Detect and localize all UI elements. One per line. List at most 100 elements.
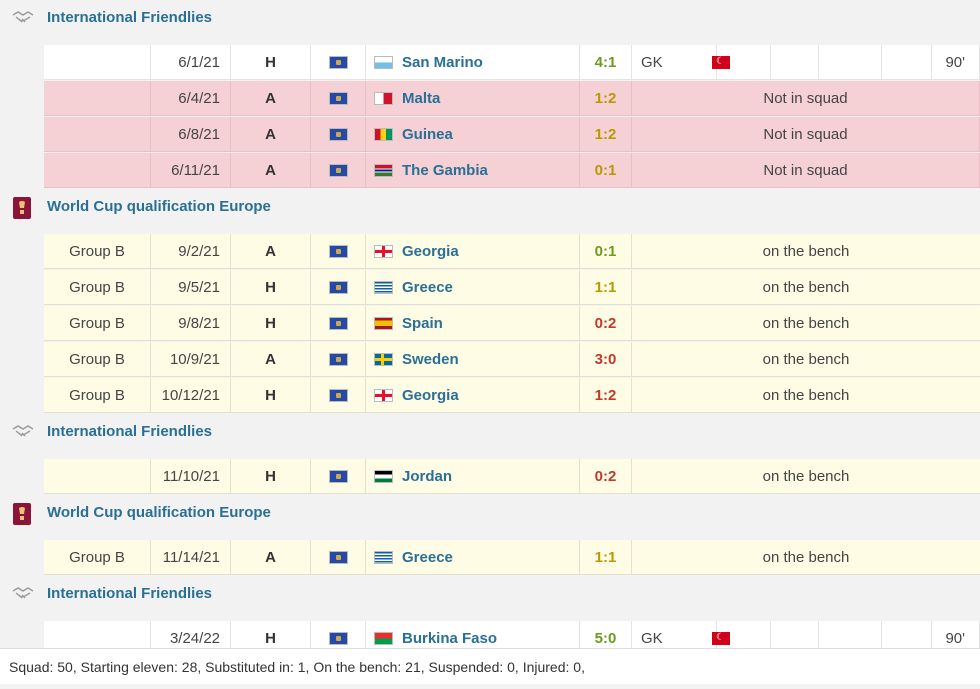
round-cell: Group B	[44, 270, 151, 305]
opponent-link[interactable]: Guinea	[366, 117, 580, 152]
team-flag-cell	[311, 117, 366, 152]
red-card-icon	[712, 620, 730, 655]
handshake-icon	[12, 8, 34, 28]
team-flag-cell	[311, 45, 366, 80]
team-flag-cell	[311, 234, 366, 269]
round-cell: Group B	[44, 540, 151, 575]
round-cell: Group B	[44, 306, 151, 341]
opponent-link[interactable]: San Marino	[366, 45, 580, 80]
opponent-link[interactable]: Jordan	[366, 459, 580, 494]
result-link[interactable]: 0:1	[580, 234, 632, 269]
status-note: Not in squad	[632, 81, 980, 116]
round-cell: Group B	[44, 234, 151, 269]
stat-cell	[882, 621, 932, 656]
round-cell: Group B	[44, 342, 151, 377]
competition-name-link[interactable]: International Friendlies	[47, 9, 213, 26]
venue-cell: H	[231, 45, 311, 80]
competition-name-link[interactable]: International Friendlies	[47, 423, 213, 440]
team-flag-cell	[311, 270, 366, 305]
status-note: Not in squad	[632, 153, 980, 188]
venue-cell: H	[231, 621, 311, 656]
kosovo-flag-icon	[329, 164, 348, 177]
competition-name-link[interactable]: International Friendlies	[47, 585, 213, 602]
opponent-link[interactable]: Burkina Faso	[366, 621, 580, 656]
stat-cell	[771, 621, 819, 656]
result-link[interactable]: 0:2	[580, 459, 632, 494]
stat-cell	[882, 45, 932, 80]
venue-cell: H	[231, 270, 311, 305]
kosovo-flag-icon	[329, 56, 348, 69]
opponent-link[interactable]: Greece	[366, 540, 580, 575]
date-cell: 6/11/21	[151, 153, 231, 188]
team-flag-cell	[311, 459, 366, 494]
kosovo-flag-icon	[329, 470, 348, 483]
competition-header: International Friendlies	[0, 576, 980, 612]
jordan-flag-icon	[374, 470, 393, 483]
stat-cell	[771, 45, 819, 80]
greece-flag-icon	[374, 551, 393, 564]
venue-cell: A	[231, 117, 311, 152]
opponent-link[interactable]: Sweden	[366, 342, 580, 377]
georgia-flag-icon	[374, 389, 393, 402]
team-flag-cell	[311, 81, 366, 116]
opponent-link[interactable]: Greece	[366, 270, 580, 305]
opponent-link[interactable]: Malta	[366, 81, 580, 116]
venue-cell: A	[231, 342, 311, 377]
status-note: on the bench	[762, 468, 850, 485]
match-row: Group B 11/14/21 A Greece 1:1 on the bench	[44, 540, 980, 575]
competition-name-link[interactable]: World Cup qualification Europe	[47, 198, 271, 215]
date-cell: 9/5/21	[151, 270, 231, 305]
kosovo-flag-icon	[329, 245, 348, 258]
competition-header: World Cup qualification Europe	[0, 189, 980, 225]
minutes-cell: 90'	[932, 45, 980, 80]
competition-name-link[interactable]: World Cup qualification Europe	[47, 504, 271, 521]
date-cell: 6/1/21	[151, 45, 231, 80]
date-cell: 10/9/21	[151, 342, 231, 377]
date-cell: 6/8/21	[151, 117, 231, 152]
date-cell: 9/8/21	[151, 306, 231, 341]
venue-cell: A	[231, 234, 311, 269]
result-link[interactable]: 1:1	[580, 540, 632, 575]
team-flag-cell	[311, 153, 366, 188]
opponent-link[interactable]: Georgia	[366, 234, 580, 269]
kosovo-flag-icon	[329, 353, 348, 366]
venue-cell: A	[231, 540, 311, 575]
result-link[interactable]: 3:0	[580, 342, 632, 377]
squad-summary: Squad: 50, Starting eleven: 28, Substitu…	[0, 648, 980, 684]
result-link[interactable]: 5:0	[580, 621, 632, 656]
guinea-flag-icon	[374, 128, 393, 141]
match-row: Group B 9/8/21 H Spain 0:2 on the bench	[44, 306, 980, 341]
opponent-link[interactable]: Georgia	[366, 378, 580, 413]
spain-flag-icon	[374, 317, 393, 330]
position-cell: GK	[632, 620, 730, 656]
kosovo-flag-icon	[329, 317, 348, 330]
match-row: 11/10/21 H Jordan 0:2 on the bench	[44, 459, 980, 494]
result-link[interactable]: 1:2	[580, 81, 632, 116]
round-cell	[44, 117, 151, 152]
result-link[interactable]: 1:2	[580, 117, 632, 152]
match-row: Group B 10/12/21 H Georgia 1:2 on the bench	[44, 378, 980, 413]
venue-cell: H	[231, 378, 311, 413]
kosovo-flag-icon	[329, 128, 348, 141]
status-note: on the bench	[762, 315, 850, 332]
stat-cell	[717, 45, 771, 80]
venue-cell: H	[231, 459, 311, 494]
stat-cell	[819, 45, 882, 80]
round-cell	[44, 459, 151, 494]
result-link[interactable]: 1:1	[580, 270, 632, 305]
handshake-icon	[12, 584, 34, 604]
result-link[interactable]: 1:2	[580, 378, 632, 413]
opponent-link[interactable]: The Gambia	[366, 153, 580, 188]
result-link[interactable]: 0:2	[580, 306, 632, 341]
kosovo-flag-icon	[329, 632, 348, 645]
date-cell: 9/2/21	[151, 234, 231, 269]
greece-flag-icon	[374, 281, 393, 294]
result-link[interactable]: 0:1	[580, 153, 632, 188]
result-link[interactable]: 4:1	[580, 45, 632, 80]
sweden-flag-icon	[374, 353, 393, 366]
opponent-link[interactable]: Spain	[366, 306, 580, 341]
round-cell: Group B	[44, 378, 151, 413]
stat-cell	[819, 621, 882, 656]
